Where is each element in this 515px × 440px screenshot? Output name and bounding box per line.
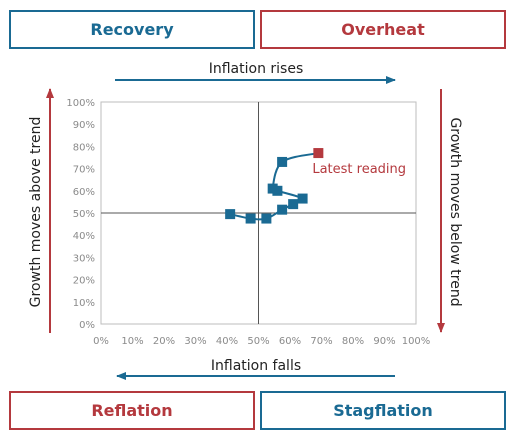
arrow-label-right: Growth moves below trend [447,117,463,306]
x-tick-label: 60% [279,336,301,347]
y-tick-label: 30% [73,253,95,264]
x-tick-label: 70% [310,336,332,347]
y-tick-label: 10% [73,298,95,309]
y-tick-label: 0% [79,320,95,331]
arrow-label-left: Growth moves above trend [28,117,44,308]
arrow-label-bottom: Inflation falls [211,358,301,374]
x-tick-label: 50% [247,336,269,347]
latest-data-point [313,148,324,159]
data-point [277,156,288,167]
y-tick-label: 70% [73,165,95,176]
quadrant-overheat: Overheat [260,10,506,49]
data-point [297,193,308,204]
data-point [277,204,288,215]
x-tick-label: 0% [93,336,109,347]
x-tick-label: 30% [184,336,206,347]
x-tick-label: 40% [216,336,238,347]
data-point [288,199,299,210]
y-tick-label: 20% [73,276,95,287]
x-tick-label: 80% [342,336,364,347]
arrow-label-top: Inflation rises [209,61,304,77]
data-point [261,213,272,224]
y-tick-label: 90% [73,120,95,131]
data-point [245,213,256,224]
x-tick-label: 100% [402,336,431,347]
y-tick-label: 100% [66,98,95,109]
y-tick-label: 40% [73,231,95,242]
latest-reading-label: Latest reading [312,162,406,177]
quadrant-reflation: Reflation [9,391,255,430]
y-tick-label: 60% [73,187,95,198]
x-tick-label: 20% [153,336,175,347]
data-point [225,209,236,220]
data-point [267,183,278,194]
y-tick-label: 50% [73,209,95,220]
quadrant-stagflation: Stagflation [260,391,506,430]
y-tick-label: 80% [73,142,95,153]
quadrant-recovery: Recovery [9,10,255,49]
x-tick-label: 90% [373,336,395,347]
x-tick-label: 10% [121,336,143,347]
